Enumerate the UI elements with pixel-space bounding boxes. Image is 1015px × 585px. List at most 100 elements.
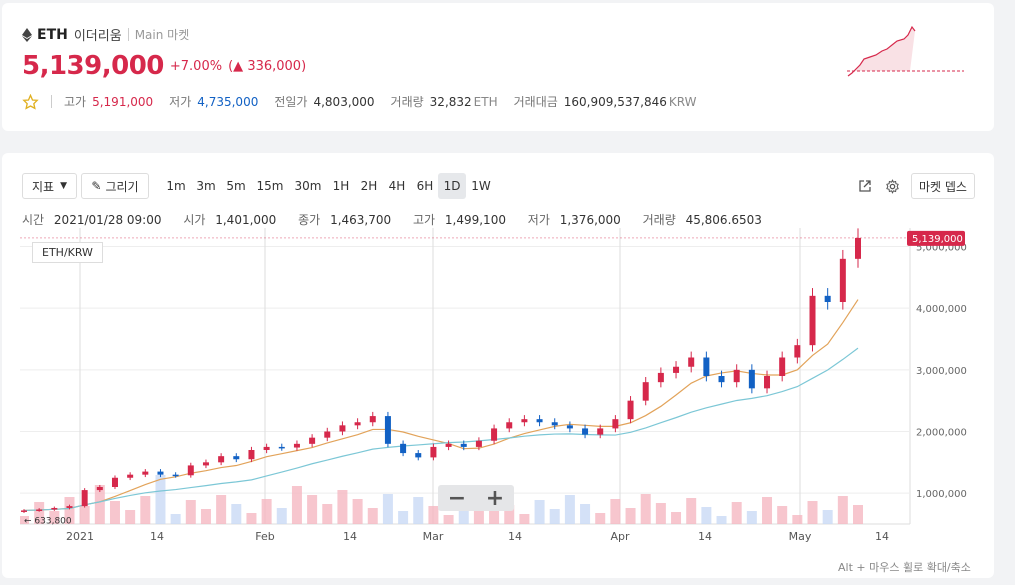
indicator-button[interactable]: 지표 ▼ bbox=[22, 173, 77, 199]
candle-body bbox=[597, 428, 604, 435]
candle-body bbox=[779, 357, 786, 376]
volume-bar bbox=[473, 510, 484, 524]
volume-bar bbox=[413, 497, 424, 524]
candle-body bbox=[809, 295, 816, 346]
timeframe-1h[interactable]: 1H bbox=[332, 179, 350, 193]
draw-button[interactable]: ✎ 그리기 bbox=[81, 173, 149, 199]
volume-bar bbox=[534, 500, 545, 524]
timeframe-15m[interactable]: 15m bbox=[256, 179, 284, 193]
candle-body bbox=[536, 419, 543, 423]
volume-bar bbox=[595, 513, 606, 524]
candle-body bbox=[369, 416, 376, 423]
timeframe-4h[interactable]: 4H bbox=[388, 179, 406, 193]
close-label: 종가 bbox=[298, 213, 321, 227]
amount-label: 거래대금 bbox=[513, 95, 558, 109]
open-value: 1,401,000 bbox=[215, 213, 277, 227]
timeframe-3m[interactable]: 3m bbox=[196, 179, 216, 193]
timeframe-1m[interactable]: 1m bbox=[166, 179, 186, 193]
ohlc-info: 시간 2021/01/28 09:00 시가 1,401,000 종가 1,46… bbox=[22, 211, 780, 228]
volume-bar bbox=[610, 499, 621, 524]
volume-bar bbox=[200, 509, 211, 524]
volume-unit: ETH bbox=[473, 94, 498, 109]
amount-value: 160,909,537,846 bbox=[563, 94, 667, 109]
candle-body bbox=[96, 487, 103, 491]
prev-label: 전일가 bbox=[274, 95, 308, 109]
candle-body bbox=[688, 357, 695, 367]
vol-value: 45,806.6503 bbox=[685, 213, 762, 227]
low-value: 4,735,000 bbox=[197, 94, 259, 109]
timeframe-30m[interactable]: 30m bbox=[294, 179, 322, 193]
x-tick-label: 14 bbox=[343, 530, 357, 543]
x-tick-label: Mar bbox=[423, 530, 444, 543]
ma-long-line bbox=[23, 347, 859, 512]
zoom-controls: − + bbox=[438, 485, 514, 511]
draw-label: 그리기 bbox=[105, 179, 139, 194]
eth-icon bbox=[22, 27, 32, 42]
caret-down-icon: ▼ bbox=[60, 181, 67, 191]
candle-body bbox=[263, 446, 270, 450]
timeframe-1w[interactable]: 1W bbox=[471, 179, 491, 193]
volume-bar bbox=[807, 501, 818, 524]
pencil-icon: ✎ bbox=[91, 179, 102, 193]
y-tick-label: 5,000,000 bbox=[916, 243, 967, 254]
candle-body bbox=[445, 443, 452, 447]
candle-body bbox=[718, 376, 725, 383]
candle-body bbox=[400, 443, 407, 454]
candle-body bbox=[384, 416, 391, 444]
current-price: 5,139,000 bbox=[22, 51, 164, 81]
volume-label: 거래량 bbox=[390, 95, 424, 109]
volume-bar bbox=[746, 511, 757, 524]
volume-bar bbox=[337, 490, 348, 524]
zoom-in-button[interactable]: + bbox=[485, 485, 505, 511]
candle-body bbox=[248, 450, 255, 460]
volume-bar bbox=[564, 495, 575, 524]
volume-bar bbox=[686, 498, 697, 524]
candle-body bbox=[142, 471, 149, 475]
volume-bar bbox=[580, 504, 591, 524]
volume-bar bbox=[428, 506, 439, 524]
volume-bar bbox=[246, 513, 257, 524]
zoom-out-button[interactable]: − bbox=[447, 485, 467, 511]
open-label: 시가 bbox=[183, 213, 206, 227]
candle-body bbox=[202, 462, 209, 466]
volume-bar bbox=[367, 508, 378, 524]
gear-icon[interactable] bbox=[885, 179, 900, 194]
timeframe-6h[interactable]: 6H bbox=[416, 179, 434, 193]
time-value: 2021/01/28 09:00 bbox=[53, 213, 162, 227]
ticker-name: 이더리움 bbox=[73, 29, 122, 44]
volume-bar bbox=[625, 508, 636, 524]
candle-body bbox=[293, 443, 300, 448]
zoom-hint: Alt + 마우스 휠로 확대/축소 bbox=[838, 561, 971, 574]
candle-body bbox=[855, 237, 861, 259]
sparkline-area bbox=[854, 27, 915, 71]
volume-bar bbox=[458, 501, 469, 524]
price-chart[interactable]: 5,000,000 4,000,000 3,000,000 2,000,000 1,00… bbox=[20, 228, 980, 558]
market-depth-button[interactable]: 마켓 뎁스 bbox=[911, 173, 975, 199]
volume-bar bbox=[276, 508, 287, 524]
timeframe-5m[interactable]: 5m bbox=[226, 179, 246, 193]
volume-bar bbox=[185, 500, 196, 524]
candle-body bbox=[839, 258, 846, 302]
x-tick-label: 14 bbox=[875, 530, 889, 543]
volume-bar bbox=[731, 502, 742, 524]
volume-bar bbox=[231, 504, 242, 524]
market-label[interactable]: Main 마켓 bbox=[134, 28, 190, 42]
x-tick-label: 14 bbox=[698, 530, 712, 543]
divider bbox=[127, 28, 129, 41]
x-tick-label: Feb bbox=[255, 530, 274, 543]
external-link-icon[interactable] bbox=[858, 179, 872, 193]
current-price-label: 5,139,000 bbox=[912, 234, 963, 245]
candle-body bbox=[81, 490, 88, 507]
volume-bar bbox=[125, 510, 136, 524]
favorite-star-icon[interactable] bbox=[22, 93, 39, 110]
x-tick-label: 2021 bbox=[66, 530, 94, 543]
volume-bar bbox=[94, 485, 105, 524]
low-label: 저가 bbox=[527, 213, 550, 227]
volume-bar bbox=[352, 499, 363, 524]
timeframe-1d[interactable]: 1D bbox=[438, 173, 466, 199]
low-marker-label: ← 633,800 bbox=[24, 517, 72, 527]
change-amount: 336,000 bbox=[247, 58, 302, 74]
candle-body bbox=[172, 474, 179, 477]
timeframe-2h[interactable]: 2H bbox=[360, 179, 378, 193]
volume-bar bbox=[762, 497, 773, 524]
